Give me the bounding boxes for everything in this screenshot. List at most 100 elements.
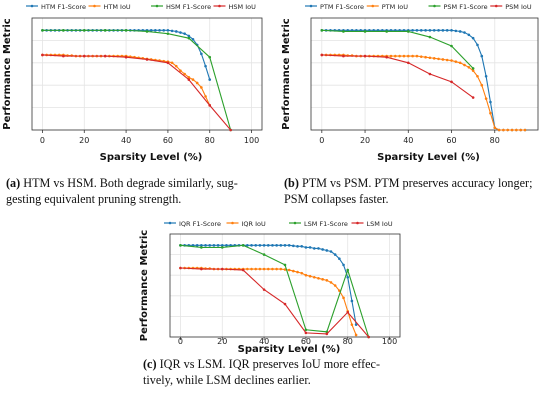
data-point [312,247,316,250]
legend-marker [433,4,436,8]
data-point [304,246,308,249]
data-point [411,29,414,32]
data-point [103,54,107,58]
legend-label: PTM F1-Score [320,3,364,11]
data-point [279,244,283,247]
legend-label: IQR F1-Score [179,220,221,228]
legend-item: IQR F1-Score [164,220,221,228]
legend-label: PSM F1-Score [444,3,488,11]
data-point [216,244,220,247]
data-point [406,54,410,58]
data-point [304,273,308,277]
data-point [350,299,354,303]
data-point [342,30,345,33]
data-point [471,96,475,99]
x-tick-label: 80 [343,337,353,346]
data-point [428,35,432,39]
data-point [428,56,432,60]
data-point [304,331,308,335]
y-axis-label: Performance Metric [139,230,150,342]
data-point [489,111,492,115]
data-point [363,54,367,58]
data-point [212,244,216,247]
x-tick-label: 40 [121,136,131,145]
plot-frame [169,233,401,338]
data-point [103,29,107,32]
data-point [275,244,278,247]
series-line [321,54,474,98]
data-point [354,333,358,337]
chart-c: 0 20 40 60 80 100 Sparsity Level (%) Performanc… [139,220,401,355]
data-point [246,244,249,247]
legend-label: PSM IoU [505,3,532,11]
series-lsm-iou [179,266,370,339]
data-point [428,72,432,76]
data-point [333,253,337,256]
data-point [402,54,406,58]
data-point [145,30,149,33]
legend-marker [494,4,498,8]
data-point [296,270,299,274]
data-point [162,29,166,32]
legend-label: PTM IoU [382,3,408,11]
data-point [170,61,174,65]
data-point [441,58,445,61]
data-point [432,29,436,32]
legend-label: HTM IoU [104,3,131,11]
data-point [292,244,295,248]
data-point [471,36,475,40]
data-point [398,54,401,58]
data-point [283,244,287,247]
x-axis-label: Sparsity Level (%) [377,152,480,163]
y-axis-label: Performance Metric [281,18,292,130]
data-point [411,54,414,58]
legend-marker [371,4,375,8]
data-point [283,268,287,271]
x-tick-label: 20 [79,136,89,145]
data-point [187,76,191,79]
data-point [166,29,170,32]
legend-marker [168,221,172,225]
data-point [342,296,345,300]
data-point [200,246,203,249]
data-point [200,267,203,271]
data-point [463,31,466,34]
data-point [174,30,178,33]
x-tick-label: 0 [319,136,324,145]
data-point [480,54,484,58]
x-tick-label: 40 [403,136,413,145]
data-point [154,29,157,32]
data-point [82,54,86,58]
legend-item: HSM F1-Score [151,3,211,11]
series-psm-iou [320,53,475,99]
data-point [287,268,291,272]
data-point [220,246,224,249]
plot-frame [310,17,539,131]
data-point [342,54,345,58]
data-point [325,332,329,336]
data-point [450,59,453,62]
caption-a-text: HTM vs HSM. Both degrade similarly, sug- [20,176,238,190]
data-point [158,29,161,32]
legend-label: LSM IoU [367,220,393,228]
data-point [450,29,453,32]
caption-c-label: (c) [143,357,157,371]
legend-label: HTM F1-Score [41,3,86,11]
series-line [42,29,232,131]
x-axis-label: Sparsity Level (%) [100,152,203,163]
series-line [180,267,370,338]
data-point [208,104,212,107]
caption-b-text: PTM vs PSM. PTM preserves accuracy longe… [298,176,533,190]
data-point [166,61,170,65]
caption-c-text-line2: tively, while LSM declines earlier. [143,373,311,387]
data-point [458,30,462,33]
data-point [454,60,458,63]
data-point [502,128,505,132]
data-point [225,244,228,247]
data-point [174,64,178,68]
data-point [333,284,337,287]
data-point [354,323,358,326]
data-point [275,267,278,271]
data-point [325,249,329,252]
caption-b: (b) PTM vs PSM. PTM preserves accuracy l… [284,175,546,207]
